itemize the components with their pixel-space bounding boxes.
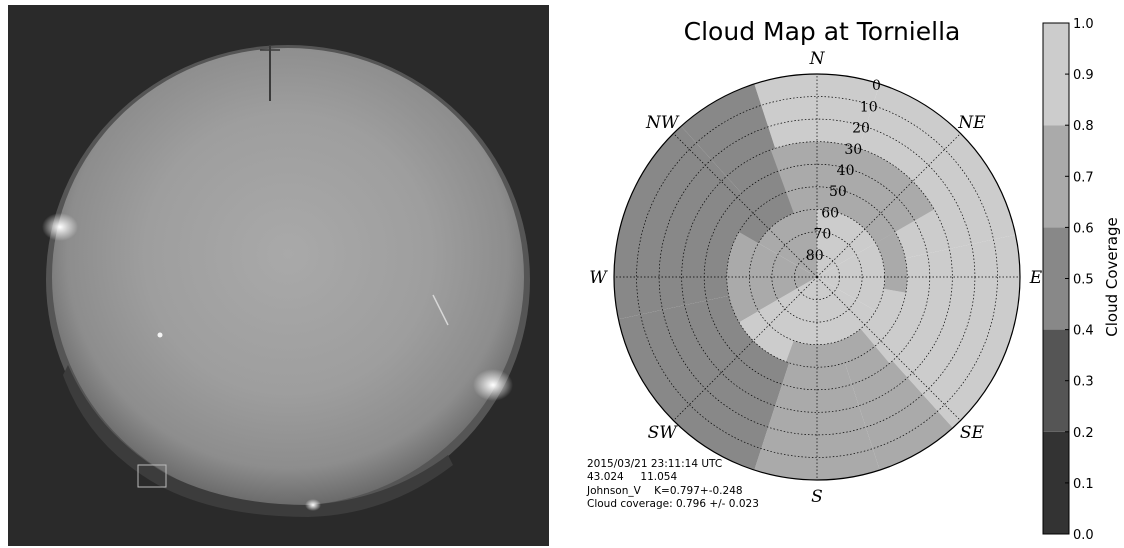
direction-label-se: SE: [960, 423, 985, 443]
sky-dome: [52, 48, 524, 506]
info-line-datetime: 2015/03/21 23:11:14 UTC: [587, 458, 722, 470]
ring-label-40: 40: [837, 163, 855, 179]
ring-label-60: 60: [821, 205, 839, 221]
cloud-cell-mid-5: [738, 310, 794, 362]
grid-spoke-45: [816, 133, 961, 278]
direction-label-n: N: [809, 49, 826, 69]
colorbar-tick-label-1.0: 1.0: [1073, 17, 1094, 32]
direction-label-sw: SW: [648, 423, 679, 443]
polar-cells-layer: [614, 74, 1020, 481]
grid-ring-10: [636, 96, 998, 458]
cloud-cell-mid-4: [786, 328, 875, 368]
info-block: 2015/03/21 23:11:14 UTC 43.024 11.054 Jo…: [586, 458, 759, 510]
grid-ring-80: [794, 254, 840, 300]
tree-silhouettes: [63, 365, 453, 517]
cloud-cell-inner-1: [817, 243, 885, 311]
direction-labels-layer: N NE E SE S SW W NW: [589, 49, 1043, 507]
colorbar-band-4: [1043, 23, 1069, 126]
colorbar-label: Cloud Coverage: [1103, 217, 1121, 336]
direction-label-w: W: [589, 268, 608, 288]
polar-grid-layer: [613, 73, 1021, 481]
allsky-photo-drawing: [8, 5, 549, 546]
ring-label-70: 70: [814, 227, 832, 243]
colorbar-tick-label-0.8: 0.8: [1073, 119, 1094, 134]
cloud-map-chart: Cloud Map at Torniella 0 10 20 30 40 50 60 70 80…: [586, 17, 1121, 543]
colorbar-tick-label-0.9: 0.9: [1073, 68, 1094, 83]
colorbar-band-0: [1043, 431, 1069, 534]
cloud-cell-inner-2: [817, 277, 876, 345]
cloud-cell-inner-5: [758, 209, 817, 277]
cloud-cell-inner-0: [817, 209, 876, 277]
colorbar-band-3: [1043, 125, 1069, 228]
ring-label-30: 30: [844, 142, 862, 158]
direction-label-nw: NW: [645, 113, 680, 133]
chart-title: Cloud Map at Torniella: [684, 17, 961, 46]
info-line-filter: Johnson_V K=0.797+-0.248: [586, 485, 743, 497]
direction-label-ne: NE: [957, 113, 986, 133]
grid-spoke-135: [816, 276, 961, 421]
grid-ring-30: [681, 141, 953, 413]
colorbar-tick-label-0.0: 0.0: [1073, 528, 1094, 543]
info-line-coordinates: 43.024 11.054: [587, 471, 677, 483]
ring-label-20: 20: [852, 121, 870, 137]
colorbar: 0.0 0.1 0.2 0.3 0.4 0.5 0.6 0.7 0.8 0.9 1.0: [1042, 17, 1094, 543]
colorbar-tick-label-0.6: 0.6: [1073, 221, 1094, 236]
cloud-cell-inner-4: [749, 243, 817, 311]
bright-star: [157, 332, 163, 338]
allsky-camera-photo: [8, 5, 549, 546]
colorbar-tick-label-0.5: 0.5: [1073, 273, 1094, 288]
grid-spoke-225: [673, 276, 818, 421]
info-line-coverage: Cloud coverage: 0.796 +/- 0.023: [587, 498, 759, 510]
cloud-cell-mid-2: [875, 231, 908, 293]
ring-label-50: 50: [829, 184, 847, 200]
ring-label-0: 0: [872, 78, 881, 94]
cloud-cell-mid-1: [770, 141, 935, 244]
ring-label-80: 80: [806, 248, 824, 264]
colorbar-tick-label-0.1: 0.1: [1073, 477, 1094, 492]
bottom-light-glow: [305, 499, 321, 511]
sky-streak: [432, 294, 449, 326]
grid-ring-50: [726, 186, 908, 368]
cloud-cell-mid-0: [719, 171, 794, 244]
direction-label-s: S: [811, 487, 823, 507]
colorbar-tick-label-0.3: 0.3: [1073, 375, 1094, 390]
right-light-glow: [473, 369, 513, 401]
direction-label-e: E: [1029, 268, 1043, 288]
colorbar-tick-label-0.2: 0.2: [1073, 426, 1094, 441]
ground-structure: [137, 464, 167, 488]
colorbar-tick-label-0.4: 0.4: [1073, 324, 1094, 339]
ring-labels-layer: 0 10 20 30 40 50 60 70 80: [806, 78, 881, 264]
cloud-cell-inner-3: [758, 277, 817, 345]
colorbar-tick-label-0.7: 0.7: [1073, 170, 1094, 185]
colorbar-band-1: [1043, 329, 1069, 432]
cloud-cell-outer-3: [837, 327, 953, 471]
grid-ring-70: [771, 231, 863, 323]
left-light-glow: [42, 213, 78, 241]
cloud-cell-mid-3: [860, 288, 929, 364]
ring-label-10: 10: [860, 99, 878, 115]
grid-spoke-315: [673, 133, 818, 278]
colorbar-band-2: [1043, 227, 1069, 330]
polar-outer-border: [613, 73, 1021, 481]
